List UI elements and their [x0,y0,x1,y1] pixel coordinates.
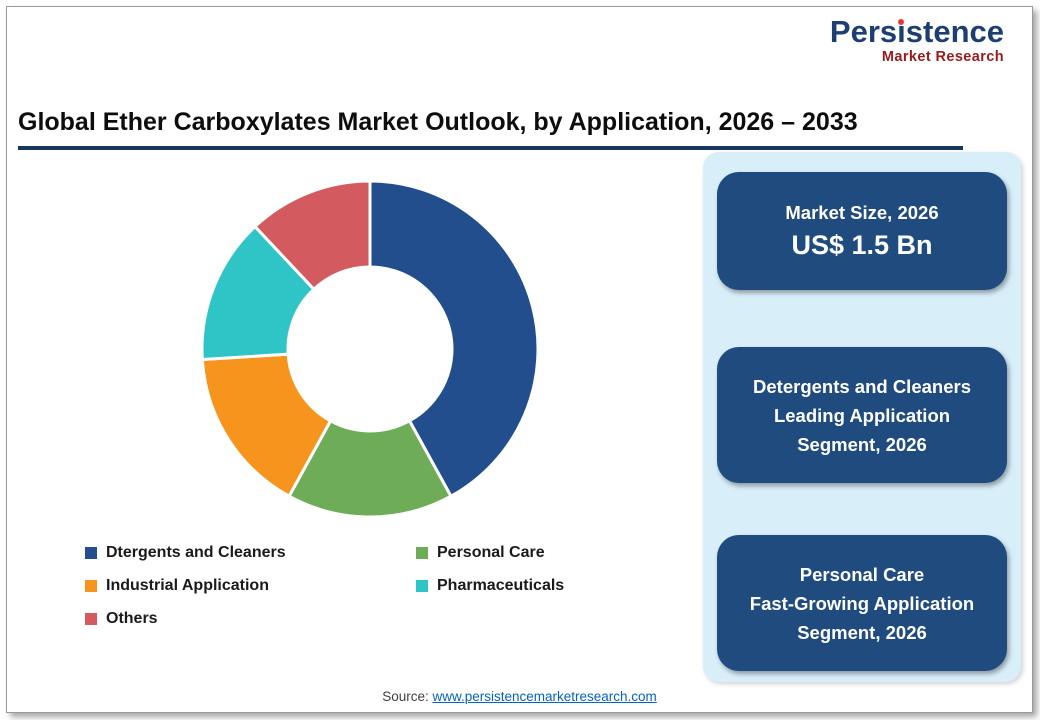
legend-label: Dtergents and Cleaners [106,544,286,561]
logo-tagline: Market Research [881,49,1004,66]
donut-chart [200,179,540,519]
legend-swatch [416,547,428,559]
leading-segment-box: Detergents and Cleaners Leading Applicat… [717,347,1007,483]
logo-name-post: stence [905,14,1004,49]
donut-segment-1 [287,419,453,519]
legend-item: Others [85,609,416,629]
donut-segment-0 [368,179,540,498]
legend-swatch [416,580,428,592]
legend-item: Pharmaceuticals [416,576,564,596]
donut-segment-2 [200,352,332,498]
legend-label: Pharmaceuticals [437,577,565,594]
legend-label: Industrial Application [106,577,269,594]
market-size-box: Market Size, 2026 US$ 1.5 Bn [717,172,1007,290]
logo-name: Persıstence [829,14,1004,49]
donut-segment-4 [253,179,372,291]
legend-swatch [85,580,97,592]
title-underline [18,146,963,150]
legend-label: Others [106,610,158,627]
brand-logo: Persıstence Market Research [829,14,1004,66]
market-size-label: Market Size, 2026 [785,201,939,223]
market-size-value: US$ 1.5 Bn [791,229,933,260]
legend-swatch [85,613,97,625]
legend-label: Personal Care [437,544,545,561]
source-link[interactable]: www.persistencemarketresearch.com [432,689,657,704]
legend-swatch [85,547,97,559]
chart-legend: Dtergents and Cleaners Personal Care Indus… [85,543,564,629]
fast-growing-segment-box: Personal Care Fast-Growing Application S… [717,535,1007,671]
page-title: Global Ether Carboxylates Market Outlook… [18,108,858,136]
legend-item: Dtergents and Cleaners [85,543,416,563]
insight-panel: Market Size, 2026 US$ 1.5 Bn Detergents … [703,152,1021,682]
source-label: Source: [382,689,433,704]
infographic-frame: Persıstence Market Research Global Ether… [6,6,1033,713]
logo-i-red-dot: ı [897,14,906,49]
legend-item: Industrial Application [85,576,416,596]
legend-item: Personal Care [416,543,564,563]
source-note: Source: www.persistencemarketresearch.co… [7,689,1032,704]
leading-segment-text: Detergents and Cleaners Leading Applicat… [753,375,971,455]
fast-growing-segment-text: Personal Care Fast-Growing Application S… [749,563,975,643]
logo-name-pre: Pers [829,14,898,49]
